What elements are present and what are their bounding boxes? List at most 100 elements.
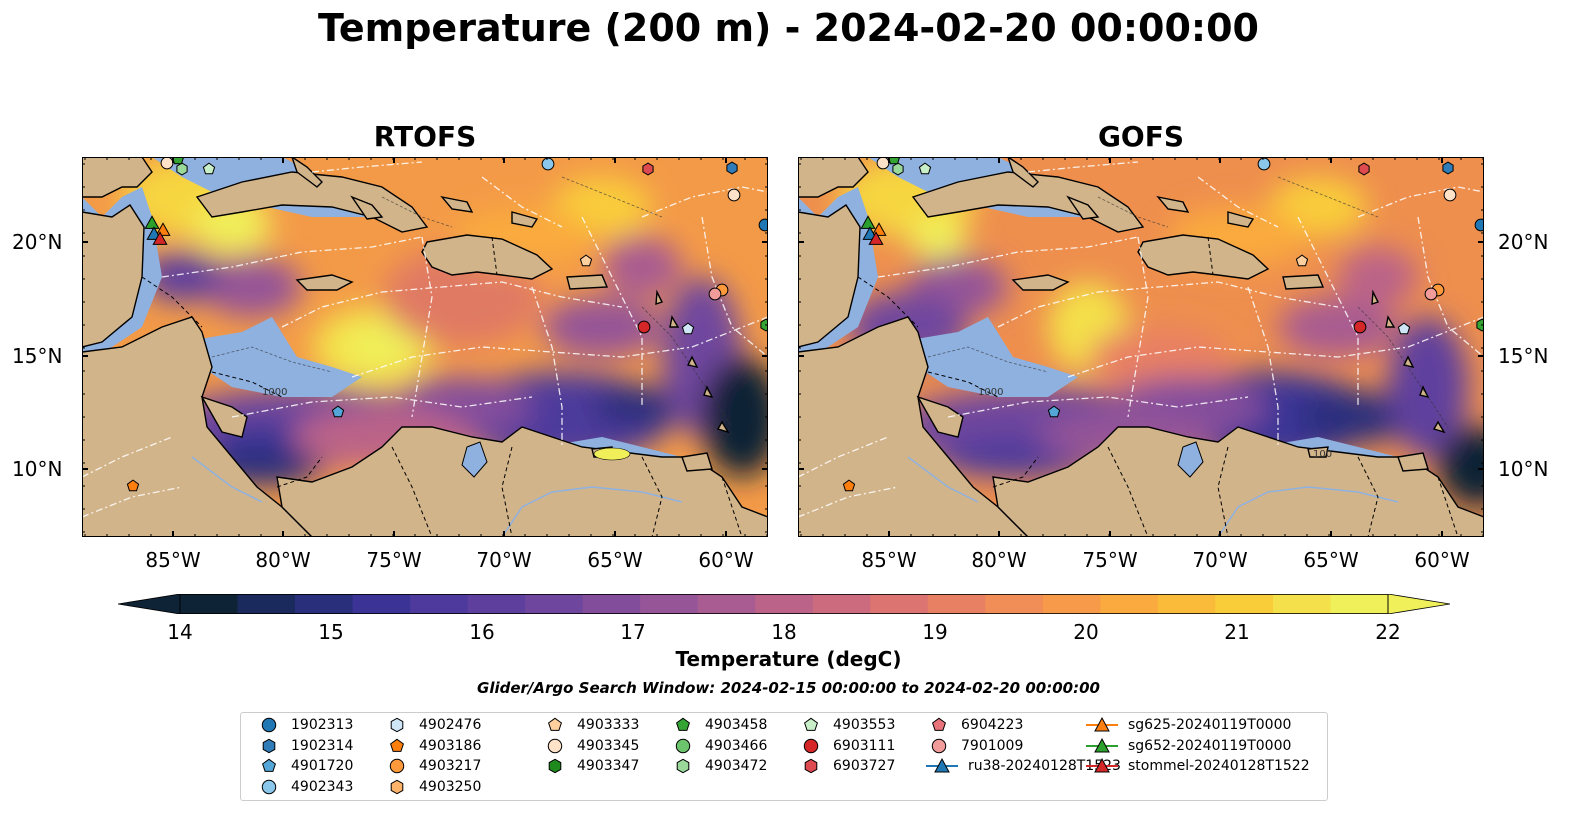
colorbar-tick: 17 xyxy=(620,620,646,644)
hexagon-marker-icon xyxy=(262,738,276,753)
argo-float-marker xyxy=(202,162,216,175)
glider-marker xyxy=(868,231,884,245)
argo-float-marker xyxy=(758,218,768,232)
argo-float-marker xyxy=(1476,318,1484,332)
colorbar-tick: 14 xyxy=(167,620,193,644)
argo-float-marker xyxy=(681,322,695,335)
argo-float-marker xyxy=(642,162,654,176)
colorbar-extend-high xyxy=(1387,593,1451,615)
legend-entry: sg652-20240119T0000 xyxy=(1086,736,1291,756)
legend-entry: 4902476 xyxy=(384,715,481,735)
legend-label: 4903472 xyxy=(705,758,768,774)
colorbar-bin xyxy=(640,594,699,614)
argo-float-marker xyxy=(1358,162,1370,176)
glider-marker xyxy=(860,215,876,229)
colorbar-bin xyxy=(812,594,871,614)
legend-label: 1902314 xyxy=(291,737,354,754)
argo-float-marker xyxy=(708,287,722,301)
legend-entry: 6903727 xyxy=(798,756,895,776)
country-borders xyxy=(141,236,743,537)
argo-float-marker xyxy=(892,162,904,176)
colorbar-tick: 20 xyxy=(1073,620,1099,644)
legend-label: 4903458 xyxy=(705,717,768,733)
legend-label: sg652-20240119T0000 xyxy=(1128,737,1292,754)
colorbar-bin xyxy=(1100,594,1159,614)
colorbar-tick: 19 xyxy=(922,620,948,644)
pentagon-marker-icon xyxy=(390,738,404,752)
eez-boundaries xyxy=(82,161,768,518)
lat-tick-label: 20°N xyxy=(12,230,63,254)
circle-marker-icon xyxy=(547,738,563,753)
bathymetry-contours xyxy=(211,176,733,428)
legend-label: 4901720 xyxy=(291,758,354,774)
colorbar-tick: 18 xyxy=(771,620,797,644)
legend-entry: 1902313 xyxy=(256,715,353,735)
circle-marker-icon xyxy=(803,738,819,753)
argo-float-marker xyxy=(579,254,593,267)
triangle-line-marker-icon xyxy=(1086,757,1118,773)
pentagon-marker-icon xyxy=(262,758,276,772)
argo-float-marker xyxy=(726,161,738,175)
lon-tick-label: 65°W xyxy=(1303,548,1359,572)
legend-label: 4903333 xyxy=(577,717,640,733)
legend-entry: 4903345 xyxy=(542,736,639,756)
colorbar-label: Temperature (degC) xyxy=(675,647,902,671)
legend-entry: 4903466 xyxy=(670,736,767,756)
circle-marker-icon xyxy=(261,717,277,733)
lon-tick-label: 80°W xyxy=(255,548,311,572)
colorbar-extend-low xyxy=(117,593,181,615)
argo-float-marker xyxy=(760,318,768,332)
legend-entry: 4903217 xyxy=(384,756,481,776)
eez-boundaries xyxy=(798,161,1484,518)
legend-label: ru38-20240128T1523 xyxy=(968,758,1121,774)
argo-float-marker xyxy=(887,157,901,165)
colorbar-bin xyxy=(1330,594,1389,614)
colorbar-bin xyxy=(755,594,814,614)
legend-entry: 1902314 xyxy=(256,736,353,756)
warm-patch xyxy=(593,447,631,461)
legend-entry: 4903472 xyxy=(670,756,767,776)
colorbar-bin xyxy=(1157,594,1216,614)
argo-float-marker xyxy=(1353,320,1367,334)
panel-title-gofs: GOFS xyxy=(1097,120,1185,153)
river xyxy=(191,456,263,503)
argo-float-marker xyxy=(126,479,140,492)
colorbar-bin xyxy=(582,594,641,614)
legend-entry: 4903186 xyxy=(384,736,481,756)
triangle-line-marker-icon xyxy=(1086,737,1118,752)
country-borders xyxy=(857,236,1459,537)
map-panel-gofs: 1000 100 xyxy=(798,157,1484,537)
argo-float-marker xyxy=(541,157,555,171)
colorbar-bin xyxy=(697,594,756,614)
argo-float-marker xyxy=(1443,188,1457,202)
colorbar-bin xyxy=(352,594,411,614)
lat-tick-label: 10°N xyxy=(1498,457,1549,481)
lon-tick-label: 85°W xyxy=(861,548,917,572)
legend-label: 4903217 xyxy=(419,758,482,774)
triangle-line-marker-icon xyxy=(1086,716,1118,732)
legend-entry: sg625-20240119T0000 xyxy=(1086,715,1291,735)
argo-float-marker xyxy=(331,405,345,418)
pentagon-marker-icon xyxy=(804,717,818,731)
colorbar-bin xyxy=(985,594,1044,614)
lat-tick-label: 20°N xyxy=(1498,230,1549,254)
circle-marker-icon xyxy=(931,738,947,753)
shelf xyxy=(898,317,1078,397)
lon-tick-label: 65°W xyxy=(587,548,643,572)
argo-float-marker xyxy=(1295,254,1309,267)
legend-label: 4903347 xyxy=(577,758,640,774)
colorbar-bin xyxy=(525,594,584,614)
hexagon-marker-icon xyxy=(548,758,562,774)
lon-tick-label: 70°W xyxy=(1192,548,1248,572)
colorbar-bin xyxy=(467,594,526,614)
hexagon-marker-icon xyxy=(676,758,690,774)
colorbar-bin xyxy=(870,594,929,614)
legend-entry: 4901720 xyxy=(256,756,353,776)
triangle-line-marker-icon xyxy=(926,757,958,773)
panel-title-rtofs: RTOFS xyxy=(373,120,477,153)
river xyxy=(1217,486,1399,537)
circle-marker-icon xyxy=(389,758,405,774)
lat-tick-label: 15°N xyxy=(1498,344,1549,368)
lon-tick-label: 75°W xyxy=(1082,548,1138,572)
argo-float-marker xyxy=(1474,218,1484,232)
